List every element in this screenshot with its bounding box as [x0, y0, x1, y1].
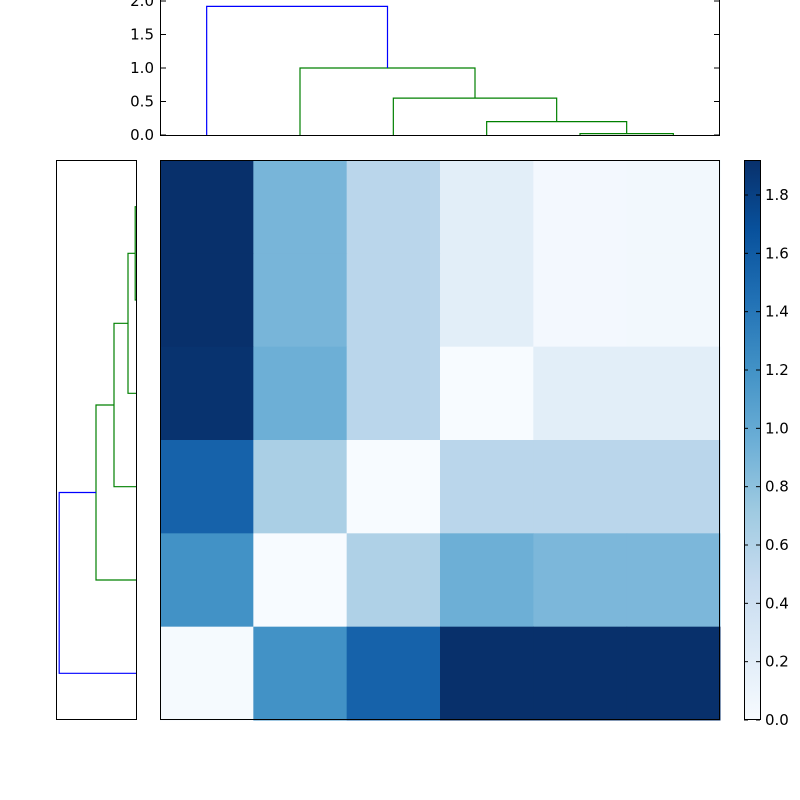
- heatmap-cell: [160, 253, 254, 348]
- heatmap-cell: [533, 346, 628, 441]
- top-dendrogram-link: [206, 5, 389, 135]
- heatmap-cell: [253, 533, 348, 628]
- heatmap-cell: [346, 253, 441, 348]
- heatmap: [160, 160, 721, 721]
- colorbar-tick-label: 0.0: [765, 711, 789, 729]
- heatmap-cell: [626, 346, 721, 441]
- heatmap-cell: [346, 440, 441, 534]
- heatmap-frame: [160, 160, 720, 720]
- left-dendrogram-frame: [56, 160, 137, 720]
- heatmap-cell: [533, 253, 628, 348]
- colorbar-tick-label: 1.4: [765, 303, 789, 321]
- colorbar-tick-label: 0.6: [765, 536, 789, 554]
- heatmap-cell: [253, 440, 348, 534]
- heatmap-cell: [160, 346, 254, 441]
- heatmap-cell: [533, 440, 628, 534]
- left-dendrogram-link: [95, 404, 136, 581]
- heatmap-cell: [346, 533, 441, 628]
- heatmap-cell: [440, 346, 534, 441]
- heatmap-cell: [160, 533, 254, 628]
- heatmap-cell: [440, 440, 534, 534]
- heatmap-cell: [346, 160, 441, 254]
- colorbar-tick-label: 1.6: [765, 244, 789, 262]
- colorbar-tick-label: 0.2: [765, 653, 789, 671]
- heatmap-cell: [440, 253, 534, 348]
- heatmap-cell: [253, 626, 348, 721]
- top-ytick-label: 0.5: [130, 93, 154, 111]
- heatmap-cell: [346, 626, 441, 721]
- heatmap-cell: [533, 160, 628, 254]
- colorbar-tick-label: 1.0: [765, 419, 789, 437]
- top-dendrogram-link: [579, 133, 674, 135]
- colorbar-tick-label: 0.4: [765, 594, 789, 612]
- top-dendrogram-link: [486, 121, 628, 135]
- heatmap-cell: [346, 346, 441, 441]
- colorbar-tick-label: 0.8: [765, 478, 789, 496]
- heatmap-cell: [533, 533, 628, 628]
- heatmap-cell: [626, 160, 721, 254]
- heatmap-cell: [160, 160, 254, 254]
- top-ytick-label: 0.0: [130, 126, 154, 144]
- heatmap-cell: [440, 533, 534, 628]
- heatmap-cell: [160, 440, 254, 534]
- top-dendrogram-link: [299, 67, 476, 135]
- heatmap-cell: [626, 440, 721, 534]
- heatmap-cell: [626, 253, 721, 348]
- heatmap-cell: [160, 626, 254, 721]
- left-dendrogram: [56, 160, 137, 720]
- top-dendrogram-frame: [160, 0, 720, 136]
- top-ytick-label: 2.0: [130, 0, 154, 10]
- top-ytick-label: 1.0: [130, 59, 154, 77]
- heatmap-cell: [253, 253, 348, 348]
- colorbar-frame: [744, 160, 761, 720]
- colorbar: 0.0 0.2 0.4 0.6 0.8 1.0 1.2 1.4 1.6 1.8: [744, 160, 789, 729]
- top-dendrogram-link: [392, 97, 558, 135]
- heatmap-cell: [533, 626, 628, 721]
- left-dendrogram-link: [58, 491, 136, 674]
- colorbar-tick-label: 1.2: [765, 361, 789, 379]
- colorbar-gradient: [744, 160, 760, 720]
- top-dendrogram: 0.0 0.5 1.0 1.5 2.0: [130, 0, 720, 144]
- heatmap-cell: [626, 533, 721, 628]
- top-ytick-label: 1.5: [130, 26, 154, 44]
- colorbar-tick-label: 1.8: [765, 186, 789, 204]
- heatmap-cell: [253, 160, 348, 254]
- heatmap-cell: [626, 626, 721, 721]
- heatmap-cell: [253, 346, 348, 441]
- heatmap-cell: [440, 160, 534, 254]
- left-dendrogram-link: [113, 322, 136, 488]
- heatmap-cell: [440, 626, 534, 721]
- left-dendrogram-link: [134, 206, 136, 301]
